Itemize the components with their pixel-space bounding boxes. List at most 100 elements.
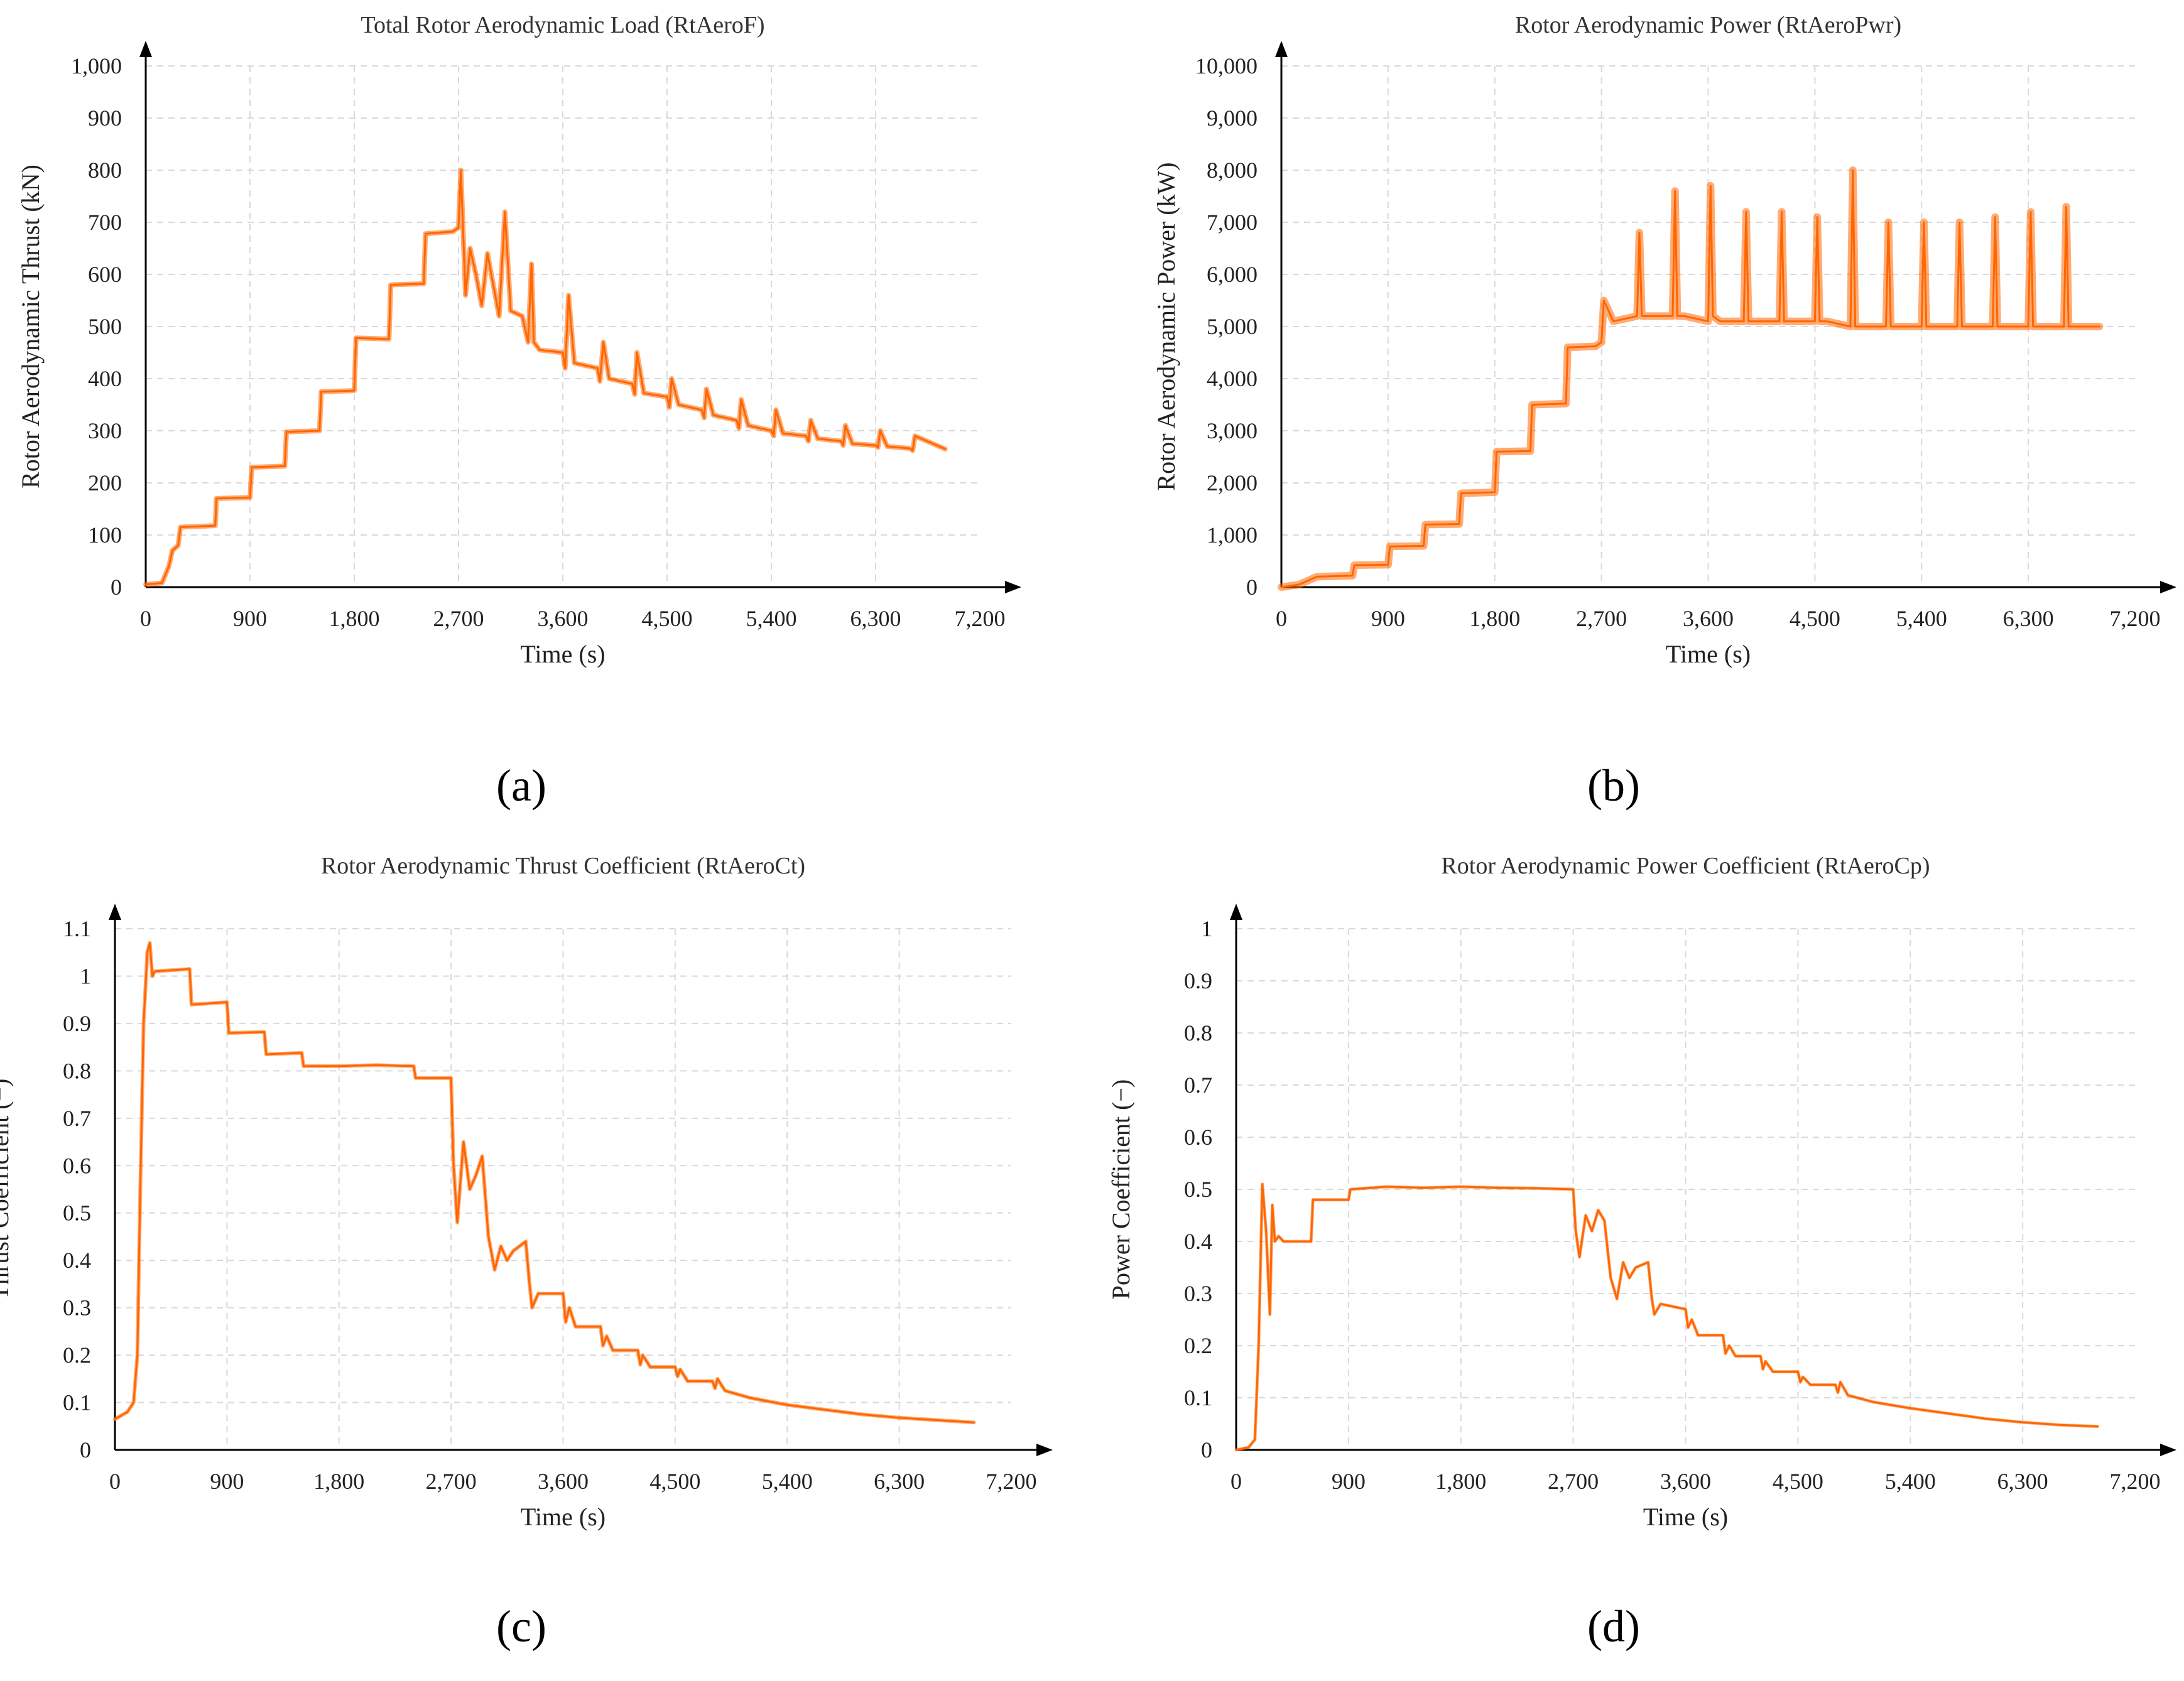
y-tick-label: 700: [88, 210, 122, 235]
x-axis-arrow: [1005, 581, 1021, 593]
x-tick-label: 0: [1231, 1469, 1242, 1494]
x-tick-label: 6,300: [2003, 606, 2054, 631]
y-tick-label: 0: [111, 575, 122, 600]
y-tick-label: 6,000: [1207, 262, 1258, 287]
y-tick-label: 7,000: [1207, 210, 1258, 235]
x-tick-label: 0: [1276, 606, 1287, 631]
x-tick-label: 3,600: [538, 606, 589, 631]
y-tick-label: 0.3: [1184, 1281, 1212, 1306]
x-tick-label: 1,800: [1469, 606, 1520, 631]
y-tick-label: 1: [80, 963, 91, 988]
chart-title: Total Rotor Aerodynamic Load (RtAeroF): [361, 12, 764, 38]
y-tick-label: 0.5: [1184, 1177, 1212, 1202]
y-tick-label: 0.9: [63, 1011, 91, 1036]
series-band-RtAeroCp: [1234, 1182, 2099, 1452]
chart-title: Rotor Aerodynamic Power Coefficient (RtA…: [1441, 853, 1930, 879]
y-axis-arrow: [1275, 41, 1288, 57]
panel-label: (b): [1587, 760, 1640, 811]
x-tick-label: 2,700: [1576, 606, 1627, 631]
chart-c: Rotor Aerodynamic Thrust Coefficient (Rt…: [0, 853, 1053, 1651]
gridlines: [146, 65, 980, 587]
x-tick-label: 6,300: [874, 1469, 925, 1494]
x-axis-arrow: [2160, 1444, 2176, 1456]
y-tick-label: 0.7: [1184, 1073, 1212, 1098]
x-tick-label: 1,800: [1435, 1469, 1486, 1494]
y-tick-label: 0.5: [63, 1201, 91, 1226]
chart-d: Rotor Aerodynamic Power Coefficient (RtA…: [1107, 853, 2176, 1651]
x-tick-label: 0: [109, 1469, 121, 1494]
y-tick-label: 200: [88, 470, 122, 495]
gridlines: [115, 928, 1011, 1450]
y-tick-label: 4,000: [1207, 366, 1258, 391]
y-tick-label: 5,000: [1207, 314, 1258, 339]
y-tick-label: 400: [88, 366, 122, 391]
y-tick-label: 0.8: [1184, 1020, 1212, 1046]
series-line-RtAeroCp: [1235, 1183, 2099, 1451]
y-tick-label: 900: [88, 105, 122, 131]
x-tick-label: 2,700: [433, 606, 484, 631]
y-tick-label: 0: [1201, 1437, 1212, 1462]
x-tick-label: 5,400: [746, 606, 797, 631]
y-tick-label: 0.7: [63, 1106, 91, 1131]
chart-panel-a: Total Rotor Aerodynamic Load (RtAeroF) 0 1…: [0, 0, 1092, 840]
x-tick-label: 2,700: [426, 1469, 477, 1494]
y-tick-label: 0.6: [63, 1153, 91, 1178]
x-tick-label: 900: [210, 1469, 244, 1494]
y-tick-label: 0.4: [1184, 1229, 1212, 1254]
x-tick-label: 2,700: [1548, 1469, 1599, 1494]
x-tick-label: 4,500: [642, 606, 693, 631]
gridlines: [1236, 928, 2135, 1450]
y-tick-label: 2,000: [1207, 470, 1258, 495]
x-tick-label: 900: [1332, 1469, 1366, 1494]
x-tick-label: 3,600: [538, 1469, 589, 1494]
x-tick-label: 7,200: [955, 606, 1006, 631]
y-tick-label: 100: [88, 522, 122, 548]
x-tick-label: 1,800: [313, 1469, 364, 1494]
y-tick-label: 0.1: [1184, 1385, 1212, 1410]
y-tick-label: 8,000: [1207, 158, 1258, 183]
x-tick-label: 4,500: [1790, 606, 1840, 631]
series-line-RtAeroCt: [114, 942, 975, 1424]
y-tick-label: 10,000: [1195, 53, 1258, 78]
y-tick-label: 0.2: [63, 1343, 91, 1368]
y-tick-label: 1,000: [1207, 522, 1258, 548]
x-axis-arrow: [2160, 581, 2176, 593]
y-tick-label: 0: [1246, 575, 1258, 600]
x-tick-label: 7,200: [2110, 606, 2161, 631]
y-tick-label: 800: [88, 158, 122, 183]
x-axis-arrow: [1036, 1444, 1053, 1456]
x-axis-title: Time (s): [1643, 1503, 1728, 1531]
panel-label: (c): [496, 1601, 546, 1651]
chart-panel-c: Rotor Aerodynamic Thrust Coefficient (Rt…: [0, 841, 1092, 1681]
panel-label: (a): [496, 760, 546, 811]
y-tick-label: 0.8: [63, 1058, 91, 1083]
chart-panel-b: Rotor Aerodynamic Power (RtAeroPwr) 0 1,00…: [1092, 0, 2184, 840]
x-tick-label: 1,800: [329, 606, 380, 631]
x-axis-title: Time (s): [1666, 640, 1751, 668]
series-band-RtAeroCt: [113, 941, 976, 1425]
y-tick-label: 0.4: [63, 1248, 91, 1273]
series-line-RtAeroPwr: [1280, 169, 2100, 588]
x-tick-label: 5,400: [1896, 606, 1947, 631]
x-axis-title: Time (s): [521, 1503, 606, 1531]
series-line-RtAeroF: [144, 169, 947, 586]
x-tick-label: 7,200: [986, 1469, 1037, 1494]
x-tick-label: 3,600: [1683, 606, 1734, 631]
chart-title: Rotor Aerodynamic Power (RtAeroPwr): [1515, 12, 1901, 38]
y-tick-label: 0.1: [63, 1390, 91, 1415]
y-tick-label: 3,000: [1207, 418, 1258, 443]
y-tick-label: 1,000: [71, 53, 122, 78]
x-tick-label: 4,500: [649, 1469, 700, 1494]
y-tick-label: 9,000: [1207, 105, 1258, 131]
x-tick-label: 4,500: [1773, 1469, 1823, 1494]
y-tick-label: 300: [88, 418, 122, 443]
y-tick-label: 600: [88, 262, 122, 287]
y-axis-arrow: [1230, 904, 1242, 920]
y-tick-label: 0.2: [1184, 1333, 1212, 1358]
x-tick-label: 6,300: [850, 606, 901, 631]
y-axis-title: Power Coefficient (−): [1107, 1079, 1135, 1300]
y-axis-arrow: [109, 904, 121, 920]
y-tick-label: 500: [88, 314, 122, 339]
x-tick-label: 7,200: [2110, 1469, 2161, 1494]
x-tick-label: 5,400: [1885, 1469, 1936, 1494]
